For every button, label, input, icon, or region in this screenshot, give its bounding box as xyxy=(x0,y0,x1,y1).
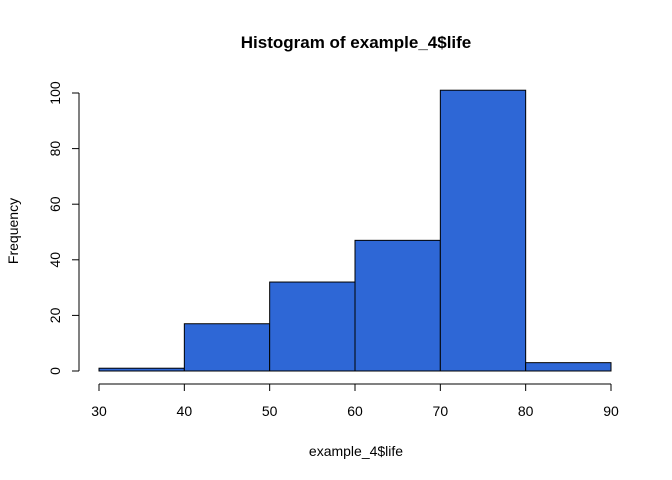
x-axis: 30 40 50 60 70 80 90 xyxy=(91,383,619,419)
x-tick-label: 40 xyxy=(177,403,193,419)
histogram-bar-50-60 xyxy=(269,281,356,372)
y-tick-label: 80 xyxy=(47,141,63,157)
y-axis-label: Frequency xyxy=(5,198,21,264)
y-tick-label: 20 xyxy=(47,307,63,323)
y-tick-label: 60 xyxy=(47,196,63,212)
y-tick-label: 0 xyxy=(47,367,63,375)
histogram-bar-80-90 xyxy=(525,362,612,372)
x-tick-label: 30 xyxy=(91,403,107,419)
y-tick-label: 100 xyxy=(47,81,63,105)
chart-title: Histogram of example_4$life xyxy=(241,33,472,52)
y-axis: 0 20 40 60 80 100 xyxy=(47,81,80,375)
histogram-bar-40-50 xyxy=(183,323,271,372)
histogram-bar-30-40 xyxy=(98,367,185,372)
x-tick-label: 90 xyxy=(603,403,619,419)
x-tick-label: 70 xyxy=(433,403,449,419)
x-axis-label: example_4$life xyxy=(309,443,403,459)
histogram-bar-60-70 xyxy=(354,239,441,372)
y-tick-label: 40 xyxy=(47,252,63,268)
bars-group xyxy=(98,89,612,372)
x-tick-label: 80 xyxy=(518,403,534,419)
x-tick-label: 60 xyxy=(347,403,363,419)
x-tick-label: 50 xyxy=(262,403,278,419)
histogram-bar-70-80 xyxy=(439,89,527,372)
